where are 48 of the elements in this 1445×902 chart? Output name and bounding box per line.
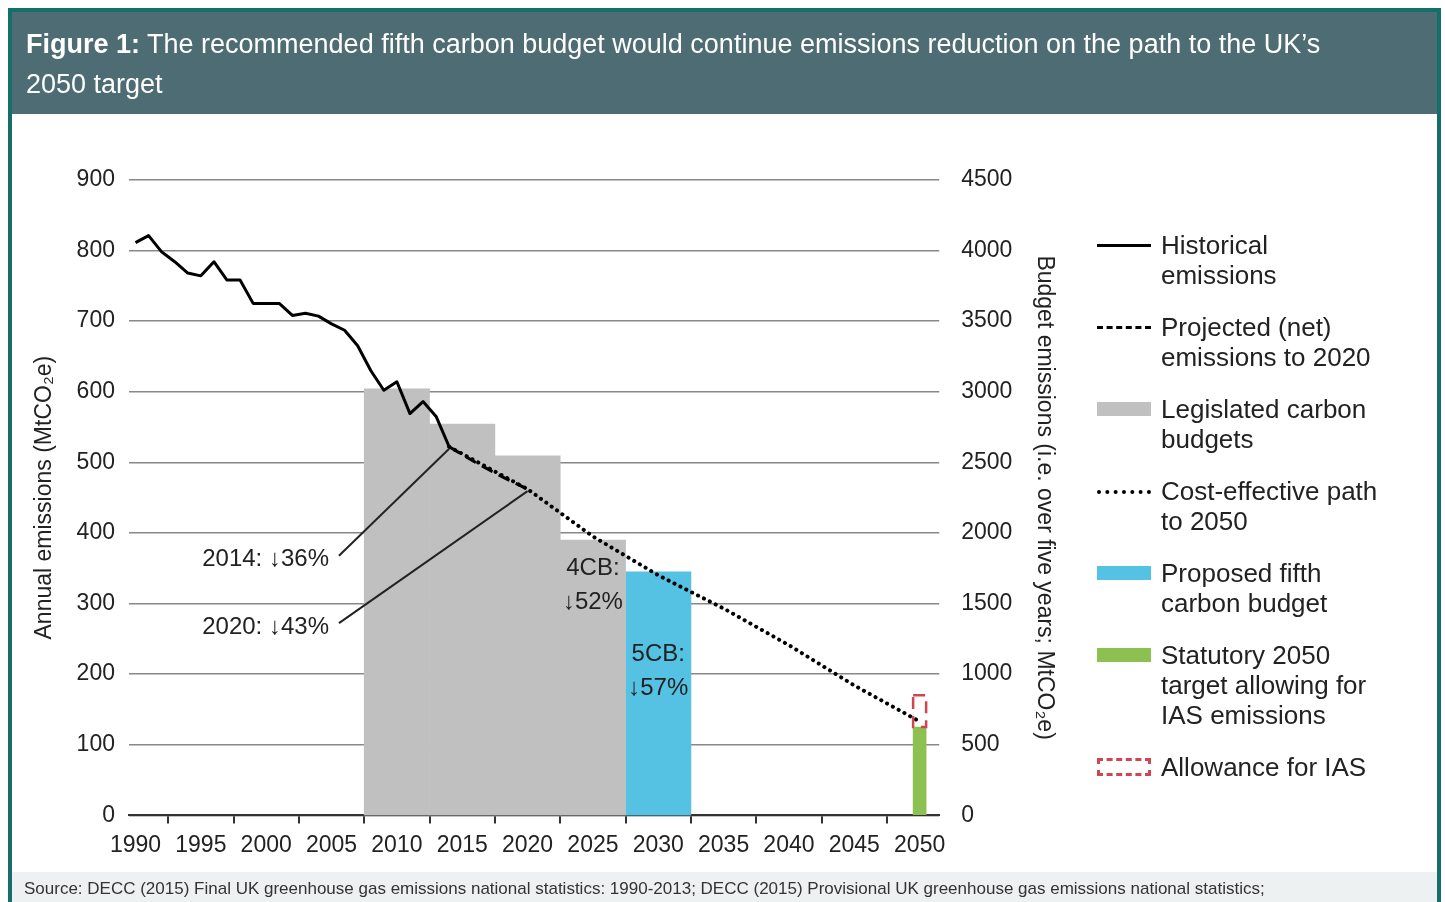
x-tick-label: 2005	[305, 830, 358, 857]
x-tick-label: 2020	[501, 830, 554, 857]
x-tick-label: 2045	[828, 830, 880, 857]
y2-tick-label: 3000	[961, 377, 1013, 404]
y-tick-label: 200	[76, 659, 115, 686]
y-tick-label: 300	[76, 588, 115, 615]
x-tick-label: 2035	[698, 830, 750, 857]
x-tick-label: 2010	[371, 830, 423, 857]
x-tick-label: 2030	[632, 830, 684, 857]
legend-label: Cost-effective path to 2050	[1161, 476, 1379, 536]
y2-axis-title: Budget emissions (i.e. over five years; MtCO₂e)	[1032, 255, 1059, 740]
y-tick-label: 700	[76, 306, 115, 333]
y-tick-label: 800	[76, 235, 115, 262]
x-tick-label: 2050	[894, 830, 946, 857]
legend-label: Projected (net) emissions to 2020	[1161, 312, 1372, 372]
y2-tick-label: 1000	[961, 659, 1013, 686]
y2-tick-label: 2000	[961, 518, 1013, 545]
y2-tick-label: 4000	[961, 235, 1013, 262]
annotation: 4CB: ↓52%	[562, 552, 623, 614]
x-tick-label: 2000	[240, 830, 292, 857]
legend-label: Allowance for IAS	[1161, 752, 1367, 782]
y-axis-title: Annual emissions (MtCO₂e)	[30, 355, 57, 640]
legend-label: Legislated carbon budgets	[1161, 394, 1368, 454]
x-tick-label: 2015	[436, 830, 488, 857]
annotation: 2014: ↓36%	[202, 544, 329, 572]
y2-tick-label: 0	[961, 800, 975, 827]
y-tick-label: 600	[76, 377, 115, 404]
y2-tick-label: 4500	[961, 165, 1013, 192]
y2-tick-label: 3500	[961, 306, 1013, 333]
x-tick-label: 1990	[109, 830, 162, 857]
y-tick-label: 900	[76, 165, 115, 192]
source-note: Source: DECC (2015) Final UK greenhouse gas emissions national statistics: 1990-2013; DECC (2015) Provisional UK greenhouse gas emissions national statistics;	[24, 879, 1265, 898]
chart-title: Figure 1: The recommended fifth carbon budget would continue emissions reduction on the path to the UK’s 2050 target	[12, 12, 1437, 114]
x-tick-label: 2040	[763, 830, 815, 857]
y2-tick-label: 500	[961, 730, 1000, 757]
annotation: 2020: ↓43%	[202, 611, 329, 639]
y-tick-label: 0	[102, 800, 115, 827]
annotation: 5CB: ↓57%	[628, 639, 689, 701]
x-tick-label: 1995	[175, 830, 227, 857]
y-tick-label: 500	[76, 447, 115, 474]
y-tick-label: 400	[76, 518, 115, 545]
x-tick-label: 2025	[567, 830, 619, 857]
legend-label: Historical emissions	[1161, 230, 1278, 290]
legend-label: Proposed fifth carbon budget	[1161, 558, 1329, 618]
legend-label: Statutory 2050 target allowing for IAS emissions	[1161, 640, 1368, 730]
y-tick-label: 100	[76, 730, 115, 757]
y2-tick-label: 2500	[961, 447, 1013, 474]
y2-tick-label: 1500	[961, 588, 1013, 615]
